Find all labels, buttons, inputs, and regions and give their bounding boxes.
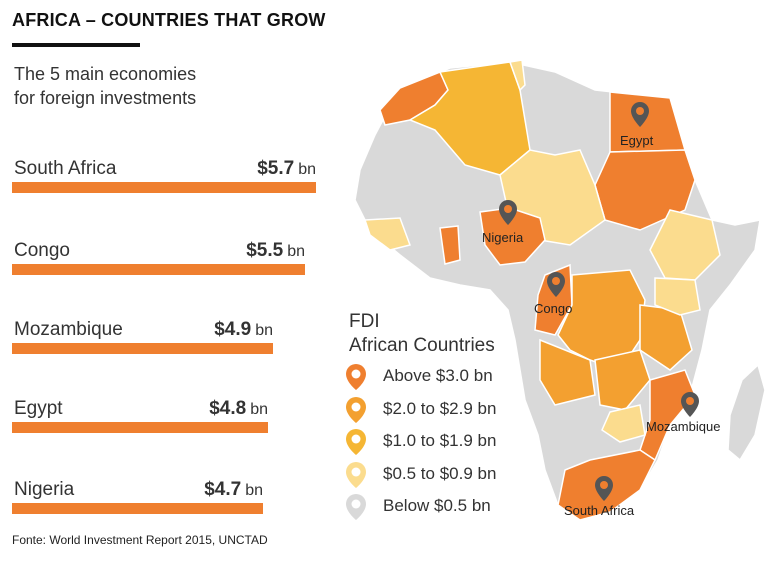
bar-category-label: Mozambique: [14, 319, 123, 340]
africa-map-svg: Egypt Nigeria Congo Mozambique South Afr…: [354, 59, 766, 521]
bar-value-label: $4.7 bn: [204, 479, 263, 501]
subtitle-line-1: The 5 main economies: [14, 64, 197, 84]
bar: [12, 343, 273, 354]
bar: [12, 264, 305, 275]
legend-item: $2.0 to $2.9 bn: [345, 396, 545, 424]
bar-value-unit: bn: [255, 322, 273, 339]
bar-row: South Africa $5.7 bn: [12, 158, 322, 198]
subtitle-line-2: for foreign investments: [14, 88, 197, 108]
bar-value-unit: bn: [245, 482, 263, 499]
mozambique-shape: [639, 369, 696, 462]
egypt-map-label: Egypt: [620, 133, 654, 148]
legend-label: $0.5 to $0.9 bn: [383, 464, 497, 483]
legend-item: Below $0.5 bn: [345, 493, 545, 521]
legend-pin-icon: [346, 397, 366, 423]
bar: [12, 182, 316, 193]
bar-value-number: $4.8: [209, 398, 247, 419]
bar: [12, 503, 263, 514]
tunisia: [508, 59, 526, 92]
bar-category-label: South Africa: [14, 158, 117, 179]
legend-pin-icon: [346, 429, 366, 455]
bar-value-label: $5.5 bn: [246, 240, 305, 262]
bar-value-number: $4.9: [214, 319, 252, 340]
legend-item: $1.0 to $1.9 bn: [345, 428, 545, 456]
nigeria-pin-icon: [499, 200, 517, 225]
bar-value-number: $4.7: [204, 479, 242, 500]
mozambique-map-label: Mozambique: [646, 419, 720, 434]
africa-map: Egypt Nigeria Congo Mozambique South Afr…: [340, 50, 778, 556]
mozambique-pin-icon: [681, 392, 699, 417]
bar-value-label: $4.9 bn: [214, 319, 273, 341]
zimbabwe: [601, 404, 646, 443]
bar-category-label: Nigeria: [14, 479, 75, 500]
legend-item: $0.5 to $0.9 bn: [345, 461, 545, 489]
legend-item: Above $3.0 bn: [345, 363, 545, 391]
bar-value-unit: bn: [287, 243, 305, 260]
bar-category-label: Egypt: [14, 398, 63, 419]
bar-value-unit: bn: [298, 161, 316, 178]
south-africa-map-label: South Africa: [564, 503, 635, 518]
bar-value-number: $5.5: [246, 240, 284, 261]
legend-pin-icon: [346, 462, 366, 488]
egypt-pin-icon: [631, 102, 649, 127]
kenya: [654, 277, 701, 316]
legend-pin-icon: [346, 494, 366, 520]
legend-pin-icon: [346, 364, 366, 390]
source-note: Fonte: World Investment Report 2015, UNC…: [12, 533, 268, 547]
legend-label: $2.0 to $2.9 bn: [383, 399, 497, 418]
congo-map-label: Congo: [534, 301, 572, 316]
bar-value-unit: bn: [250, 401, 268, 418]
congo-pin-icon: [547, 272, 565, 297]
bar-value-number: $5.7: [257, 158, 295, 179]
bar-value-label: $4.8 bn: [209, 398, 268, 420]
legend-label: Below $0.5 bn: [383, 496, 491, 515]
legend-label: $1.0 to $1.9 bn: [383, 431, 497, 450]
chart-subtitle: The 5 main economies for foreign investm…: [14, 62, 314, 110]
bar-value-label: $5.7 bn: [257, 158, 316, 180]
ghana: [439, 225, 461, 265]
legend-label: Above $3.0 bn: [383, 366, 493, 385]
madagascar: [727, 363, 766, 462]
zambia: [594, 349, 651, 411]
south-africa-pin-icon: [595, 476, 613, 501]
west-coast: [363, 217, 411, 251]
nigeria-map-label: Nigeria: [482, 230, 524, 245]
legend-title-line-1: FDI: [349, 311, 380, 332]
legend-title: FDI African Countries: [349, 310, 549, 358]
angola: [539, 338, 596, 406]
bar: [12, 422, 268, 433]
bar-category-label: Congo: [14, 240, 70, 261]
page-title: AFRICA – COUNTRIES THAT GROW: [12, 10, 326, 30]
bar-row: Nigeria $4.7 bn: [12, 479, 322, 519]
bar-row: Congo $5.5 bn: [12, 240, 322, 280]
bar-row: Egypt $4.8 bn: [12, 398, 322, 438]
bar-row: Mozambique $4.9 bn: [12, 319, 322, 359]
legend-title-line-2: African Countries: [349, 335, 495, 356]
title-underline: [12, 43, 140, 47]
